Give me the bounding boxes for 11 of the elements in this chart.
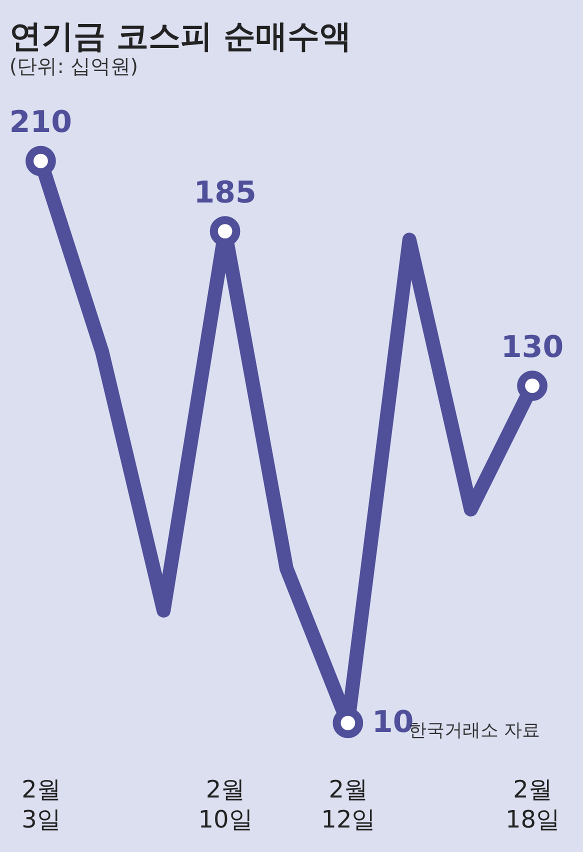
chart-subtitle: (단위: 십억원): [9, 54, 138, 78]
x-tick-label: 2월 18일: [506, 776, 560, 834]
point: [26, 146, 56, 176]
x-tick-label: 2월 3일: [22, 776, 61, 834]
data-label: 185: [194, 175, 256, 210]
chart-title: 연기금 코스피 순매수액: [9, 17, 352, 55]
data-label: 210: [9, 105, 72, 140]
x-tick-label: 2월 12일: [321, 776, 376, 834]
x-tick-label: 2월 10일: [198, 776, 253, 834]
data-label: 130: [500, 330, 564, 365]
point: [517, 370, 548, 401]
